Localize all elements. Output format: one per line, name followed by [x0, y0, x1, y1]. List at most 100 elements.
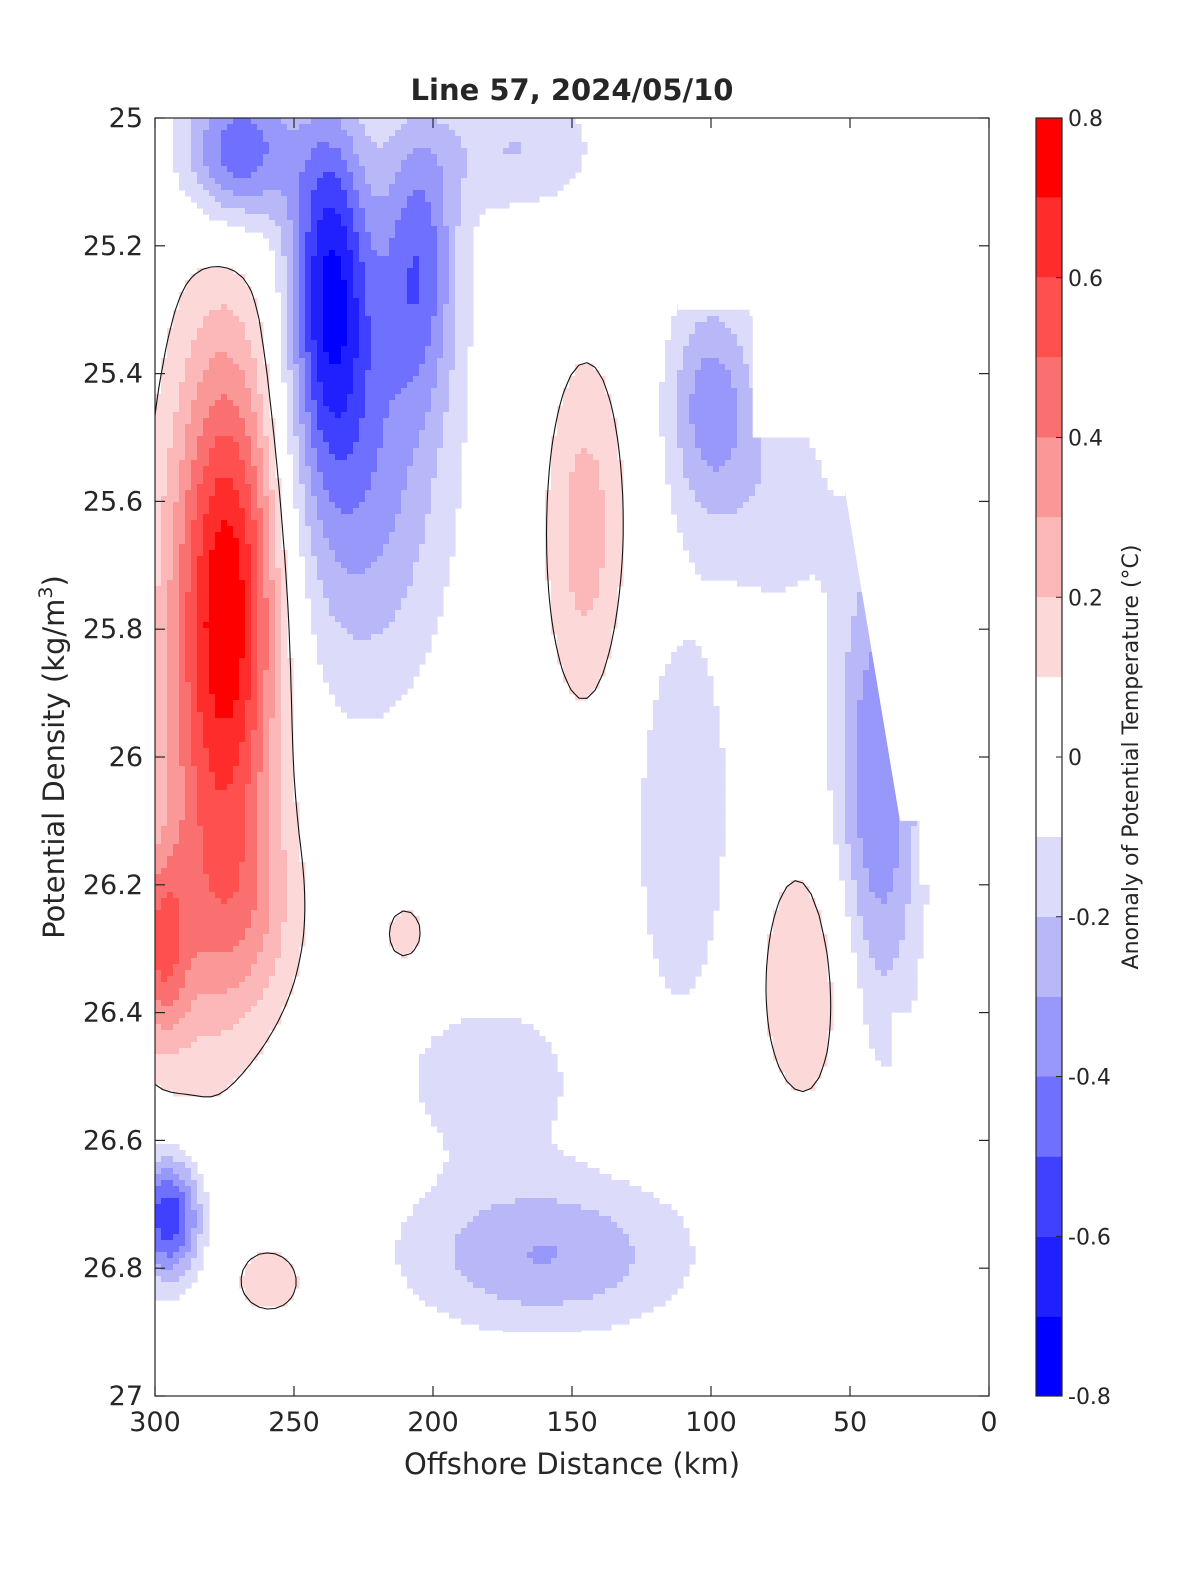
field-cell — [275, 700, 282, 707]
field-cell — [185, 658, 198, 665]
field-cell — [689, 394, 738, 401]
field-cell — [605, 532, 624, 539]
field-cell — [203, 544, 216, 551]
field-cell — [191, 118, 210, 125]
field-cell — [173, 574, 180, 581]
field-cell — [269, 742, 282, 749]
field-cell — [173, 892, 216, 899]
field-cell — [209, 190, 234, 197]
field-cell — [863, 856, 900, 863]
field-cell — [263, 484, 270, 491]
field-cell — [761, 586, 786, 593]
field-cell — [179, 682, 192, 689]
field-cell — [329, 142, 354, 149]
field-cell — [437, 1180, 630, 1187]
field-cell — [227, 220, 276, 227]
field-cell — [287, 352, 294, 359]
field-cell — [179, 820, 198, 827]
field-cell — [857, 730, 900, 737]
field-cell — [275, 676, 282, 683]
field-cell — [455, 346, 468, 353]
field-cell — [317, 502, 336, 509]
field-cell — [701, 358, 720, 365]
field-cell — [155, 784, 168, 791]
field-cell — [155, 562, 162, 569]
field-cell — [311, 472, 324, 479]
field-cell — [293, 430, 306, 437]
field-cell — [281, 244, 294, 251]
field-cell — [239, 748, 252, 755]
field-cell — [209, 598, 246, 605]
field-cell — [827, 676, 846, 683]
field-cell — [269, 796, 282, 803]
field-cell — [437, 376, 450, 383]
field-cell — [827, 778, 846, 785]
field-cell — [581, 1204, 672, 1211]
field-cell — [371, 136, 390, 143]
field-cell — [275, 964, 300, 971]
field-cell — [305, 430, 312, 437]
field-cell — [185, 280, 246, 287]
field-cell — [305, 520, 324, 527]
field-cell — [395, 226, 438, 233]
field-cell — [641, 874, 720, 881]
y-axis-label-superscript: 3 — [35, 586, 57, 598]
field-cell — [263, 934, 282, 941]
field-cell — [347, 400, 366, 407]
field-cell — [419, 256, 438, 263]
field-cell — [317, 178, 342, 185]
field-cell — [263, 736, 270, 743]
field-cell — [851, 922, 864, 929]
field-cell — [389, 412, 426, 419]
field-cell — [431, 214, 444, 221]
field-cell — [407, 118, 438, 125]
field-cell — [317, 238, 348, 245]
field-cell — [311, 376, 318, 383]
field-cell — [347, 232, 360, 239]
field-cell — [209, 634, 246, 641]
field-cell — [167, 490, 180, 497]
field-cell — [575, 460, 600, 467]
field-cell — [155, 832, 162, 839]
field-cell — [647, 772, 726, 779]
field-cell — [455, 226, 474, 233]
field-cell — [359, 346, 372, 353]
field-cell — [155, 556, 162, 563]
field-cell — [239, 406, 252, 413]
field-cell — [827, 772, 846, 779]
field-cell — [257, 358, 264, 365]
field-cell — [389, 922, 420, 929]
field-cell — [221, 184, 300, 191]
field-cell — [665, 664, 708, 671]
field-cell — [203, 184, 222, 191]
field-cell — [455, 256, 474, 263]
field-cell — [239, 544, 252, 551]
field-cell — [167, 712, 180, 719]
field-cell — [461, 214, 480, 221]
field-cell — [893, 874, 912, 881]
field-cell — [365, 286, 408, 293]
field-cell — [179, 292, 252, 299]
field-cell — [293, 238, 300, 245]
field-cell — [305, 322, 312, 329]
field-cell — [155, 1198, 162, 1205]
field-cell — [215, 352, 228, 359]
field-cell — [293, 298, 300, 305]
field-cell — [209, 364, 240, 371]
field-cell — [251, 502, 258, 509]
field-cell — [845, 778, 858, 785]
field-cell — [665, 376, 678, 383]
field-cell — [191, 550, 204, 557]
field-cell — [443, 172, 468, 179]
field-cell — [215, 442, 240, 449]
field-cell — [419, 1072, 564, 1079]
field-cell — [563, 1300, 666, 1307]
field-cell — [203, 538, 216, 545]
field-cell — [251, 616, 258, 623]
field-cell — [203, 718, 246, 725]
field-cell — [413, 1210, 480, 1217]
field-cell — [221, 394, 228, 401]
field-cell — [761, 460, 822, 467]
field-cell — [641, 832, 726, 839]
field-cell — [209, 646, 246, 653]
